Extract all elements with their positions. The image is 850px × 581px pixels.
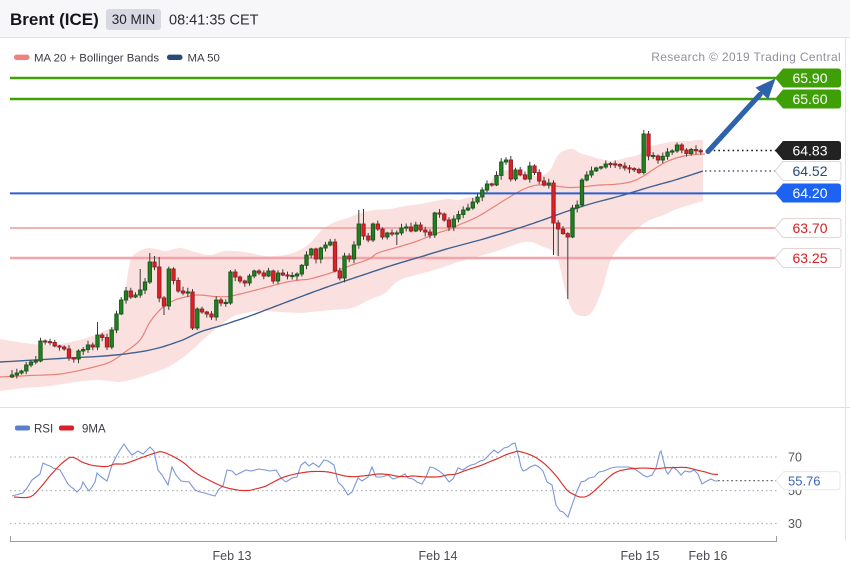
svg-text:Feb 16: Feb 16 (689, 549, 728, 563)
svg-text:MA 20 + Bollinger Bands: MA 20 + Bollinger Bands (34, 52, 159, 64)
svg-text:30: 30 (788, 517, 802, 531)
svg-text:Brent (ICE): Brent (ICE) (10, 10, 99, 29)
svg-text:MA 50: MA 50 (188, 52, 220, 64)
svg-text:Feb 13: Feb 13 (213, 549, 252, 563)
svg-text:64.83: 64.83 (792, 143, 827, 159)
svg-text:64.20: 64.20 (792, 185, 827, 201)
svg-text:65.90: 65.90 (792, 70, 827, 86)
svg-text:Feb 14: Feb 14 (419, 549, 458, 563)
svg-text:70: 70 (788, 451, 802, 465)
svg-text:08:41:35 CET: 08:41:35 CET (169, 13, 259, 29)
svg-text:64.52: 64.52 (792, 163, 827, 179)
svg-text:65.60: 65.60 (792, 91, 827, 107)
svg-text:63.70: 63.70 (792, 220, 827, 236)
svg-text:9MA: 9MA (82, 424, 106, 436)
svg-text:30 MIN: 30 MIN (112, 12, 156, 27)
svg-text:63.25: 63.25 (792, 250, 827, 266)
svg-text:RSI: RSI (34, 424, 53, 436)
svg-text:Feb 15: Feb 15 (621, 549, 660, 563)
svg-text:Research © 2019 Trading Centra: Research © 2019 Trading Central (651, 50, 841, 64)
svg-text:55.76: 55.76 (788, 474, 821, 489)
